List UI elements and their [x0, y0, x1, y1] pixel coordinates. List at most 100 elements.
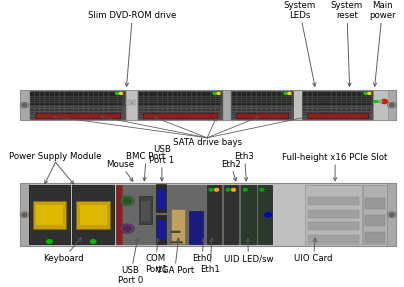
Bar — [89, 112, 93, 113]
Bar — [242, 112, 246, 113]
Bar — [89, 114, 93, 115]
Circle shape — [376, 100, 379, 102]
Bar — [45, 94, 49, 96]
Bar — [332, 94, 337, 96]
Bar — [282, 112, 286, 113]
Bar — [277, 117, 281, 118]
Bar — [242, 97, 246, 98]
Bar — [242, 107, 246, 108]
Bar — [327, 99, 331, 100]
Bar — [262, 99, 266, 100]
Bar — [313, 103, 317, 104]
Bar — [313, 109, 317, 110]
Bar — [30, 112, 34, 113]
Bar — [163, 94, 167, 96]
Bar — [60, 107, 64, 108]
Bar — [50, 94, 54, 96]
Bar — [262, 92, 266, 94]
Bar — [257, 109, 261, 110]
Bar — [277, 109, 281, 110]
Bar — [287, 97, 291, 98]
Bar — [202, 99, 206, 100]
Bar — [282, 101, 286, 102]
Bar — [99, 107, 103, 108]
Bar — [50, 107, 54, 108]
Bar — [182, 92, 186, 94]
Bar — [362, 107, 366, 108]
Bar — [158, 92, 162, 94]
Bar — [60, 97, 64, 98]
Bar — [236, 113, 288, 118]
Bar — [144, 103, 148, 104]
Circle shape — [123, 198, 131, 203]
Bar — [99, 94, 103, 96]
Bar — [272, 101, 276, 102]
Bar — [168, 112, 172, 113]
Bar — [303, 109, 307, 110]
Bar — [277, 94, 281, 96]
Bar — [163, 97, 167, 98]
Bar — [40, 107, 44, 108]
Bar — [202, 109, 206, 110]
Bar — [79, 99, 83, 100]
Bar — [94, 107, 98, 108]
Bar — [104, 99, 108, 100]
Bar — [192, 94, 196, 96]
Bar — [192, 97, 196, 98]
Bar — [322, 112, 326, 113]
Bar — [168, 101, 172, 102]
Bar — [242, 103, 246, 104]
Bar — [149, 103, 153, 104]
Text: Full-height x16 PCIe Slot: Full-height x16 PCIe Slot — [282, 153, 388, 181]
Bar — [65, 109, 69, 110]
Circle shape — [20, 102, 29, 108]
Bar — [173, 99, 177, 100]
Bar — [327, 103, 331, 104]
Bar — [163, 101, 167, 102]
Bar — [118, 112, 122, 113]
Bar — [318, 117, 322, 118]
Bar — [30, 101, 34, 102]
Bar — [114, 103, 118, 104]
Bar — [308, 222, 359, 230]
Bar — [287, 94, 291, 96]
Bar — [114, 117, 118, 118]
Bar — [322, 103, 326, 104]
Bar — [347, 103, 351, 104]
Bar — [216, 107, 220, 108]
Bar — [60, 114, 64, 115]
Bar — [206, 107, 210, 108]
Bar — [262, 117, 266, 118]
Bar — [327, 97, 331, 98]
Bar — [69, 107, 74, 108]
Bar — [187, 99, 191, 100]
Bar — [60, 117, 64, 118]
Bar — [30, 117, 34, 118]
Bar — [94, 117, 98, 118]
Bar — [216, 97, 220, 98]
Bar — [347, 92, 351, 94]
Bar — [143, 113, 217, 118]
Bar — [387, 90, 396, 120]
Circle shape — [265, 213, 271, 217]
Bar — [79, 97, 83, 98]
Bar — [352, 92, 356, 94]
Bar — [197, 112, 201, 113]
Bar — [168, 114, 172, 115]
Bar — [373, 90, 388, 120]
Bar — [69, 101, 74, 102]
Bar — [45, 103, 49, 104]
Bar — [277, 112, 281, 113]
Text: Eth2: Eth2 — [221, 160, 241, 181]
Bar — [308, 107, 312, 108]
Bar — [257, 114, 261, 115]
Bar — [357, 97, 361, 98]
Bar — [104, 103, 108, 104]
Bar — [192, 112, 196, 113]
Bar — [168, 97, 172, 98]
Bar — [30, 114, 34, 115]
Bar — [35, 94, 39, 96]
Bar — [104, 117, 108, 118]
Bar — [158, 112, 162, 113]
Bar — [313, 101, 317, 102]
